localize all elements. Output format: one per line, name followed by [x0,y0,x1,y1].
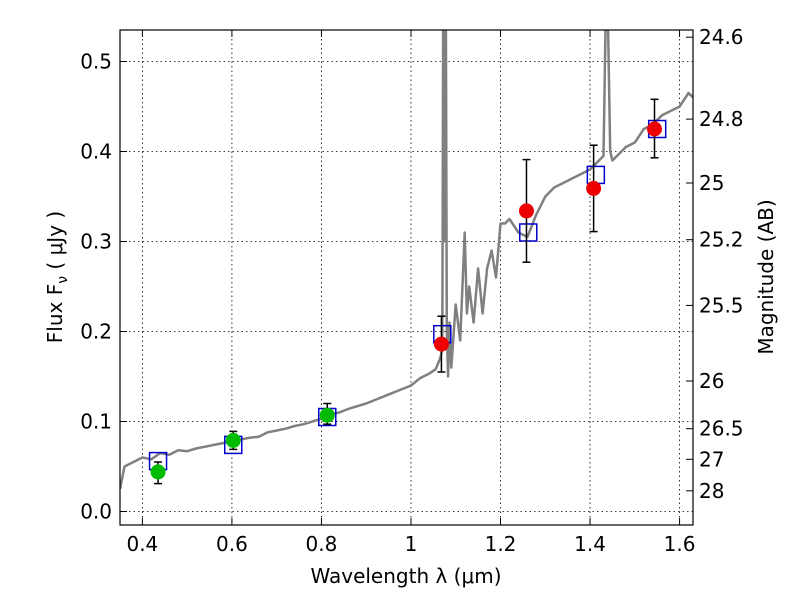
model-box [519,223,538,242]
spectrum-layer [120,30,693,490]
y-tick-label: 0.4 [80,140,112,164]
y-tick-label: 0.1 [80,410,112,434]
y-tick-label: 0.5 [80,50,112,74]
x-axis-label: Wavelength λ (μm) [310,564,501,588]
y-axis-label-main: Flux F [43,284,67,343]
x-tick-label: 1 [405,532,418,556]
plot-background [120,30,693,525]
y2-axis-label: Magnitude (AB) [754,199,778,354]
x-tick-label: 0.8 [306,532,338,556]
data-point-red [433,336,449,352]
plot-frame [119,29,694,526]
magnitude-tick-label: 28 [699,479,724,503]
x-tick-label: 1.2 [485,532,517,556]
magnitude-tick-label: 26 [699,369,724,393]
spectrum-line [120,30,693,490]
magnitude-tick-label: 25.5 [699,293,744,317]
magnitude-tick-label: 25.2 [699,228,744,252]
data-point-green [150,464,166,480]
y-axis-label-sub: ν [55,276,71,284]
data-point-red [518,203,534,219]
data-point-green [225,432,241,448]
y-tick-label: 0.2 [80,320,112,344]
data-point-red [586,180,602,196]
x-tick-label: 0.4 [126,532,158,556]
x-tick-label: 0.6 [216,532,248,556]
magnitude-tick-label: 24.8 [699,107,744,131]
tick-layer: 0.4 0.6 0.8 1 1.2 1.4 1.6 0.0 0.1 0.2 0.3 0.4 0.5 24.… [80,25,743,556]
x-tick-label: 1.6 [664,532,696,556]
grid-lines [120,30,693,525]
y-tick-label: 0.3 [80,230,112,254]
point-layer [150,121,663,480]
magnitude-tick-label: 27 [699,447,724,471]
data-point-red [647,121,663,137]
magnitude-tick-label: 24.6 [699,25,744,49]
data-point-green [319,407,335,423]
y-axis-label: Flux Fν ( μJy ) [43,211,71,343]
y-tick-label: 0.0 [80,500,112,524]
magnitude-tick-label: 25 [699,171,724,195]
x-tick-label: 1.4 [574,532,606,556]
magnitude-tick-label: 26.5 [699,417,744,441]
y-axis-label-unit: ( μJy ) [43,211,67,276]
